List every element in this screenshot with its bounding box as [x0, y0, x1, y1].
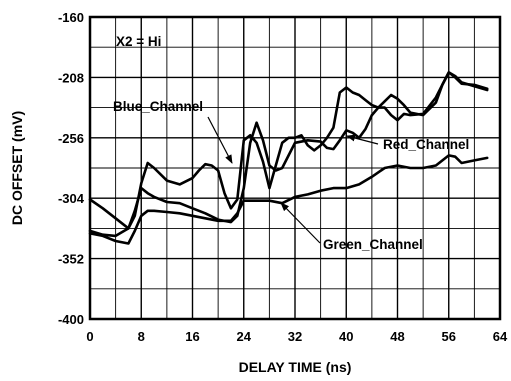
- x-tick-label: 56: [442, 329, 456, 344]
- x-axis-title: DELAY TIME (ns): [239, 359, 352, 375]
- x-tick-label: 32: [288, 329, 302, 344]
- annotation-green-channel: Green_Channel: [323, 237, 423, 252]
- series-lines: [88, 71, 489, 245]
- tick-labels: 0 8 16 24 32 40 48 56 64 -400 -352 -304 -256 -208 -160: [58, 10, 508, 344]
- y-tick-label: -208: [58, 70, 84, 85]
- annotation-arrow-red-channel: [346, 134, 379, 145]
- y-tick-label: -400: [58, 312, 84, 327]
- series-line-green-channel: [88, 154, 489, 245]
- condition-label: X2 = Hi: [116, 34, 161, 49]
- y-tick-label: -352: [58, 252, 84, 267]
- y-tick-label: -160: [58, 10, 84, 25]
- annotation-red-channel: Red_Channel: [383, 137, 469, 152]
- x-tick-label: 64: [493, 329, 508, 344]
- x-tick-label: 48: [390, 329, 404, 344]
- annotation-arrow-blue-channel: [207, 116, 233, 164]
- x-tick-label: 24: [237, 329, 252, 344]
- y-tick-label: -256: [58, 131, 84, 146]
- annotations: X2 = Hi Blue_Channel Red_Channel Green_C…: [113, 34, 469, 252]
- y-axis-title: DC OFFSET (mV): [9, 111, 25, 225]
- series-line-red-channel: [88, 71, 489, 238]
- annotation-arrow-green-channel: [280, 202, 321, 244]
- annotation-blue-channel: Blue_Channel: [113, 99, 203, 114]
- x-tick-label: 8: [138, 329, 145, 344]
- y-tick-label: -304: [58, 191, 85, 206]
- x-tick-label: 0: [86, 329, 93, 344]
- series-line-blue-channel: [88, 71, 489, 230]
- x-tick-label: 40: [339, 329, 353, 344]
- plot-frame: [88, 15, 502, 321]
- x-tick-label: 16: [185, 329, 199, 344]
- grid: [89, 16, 501, 320]
